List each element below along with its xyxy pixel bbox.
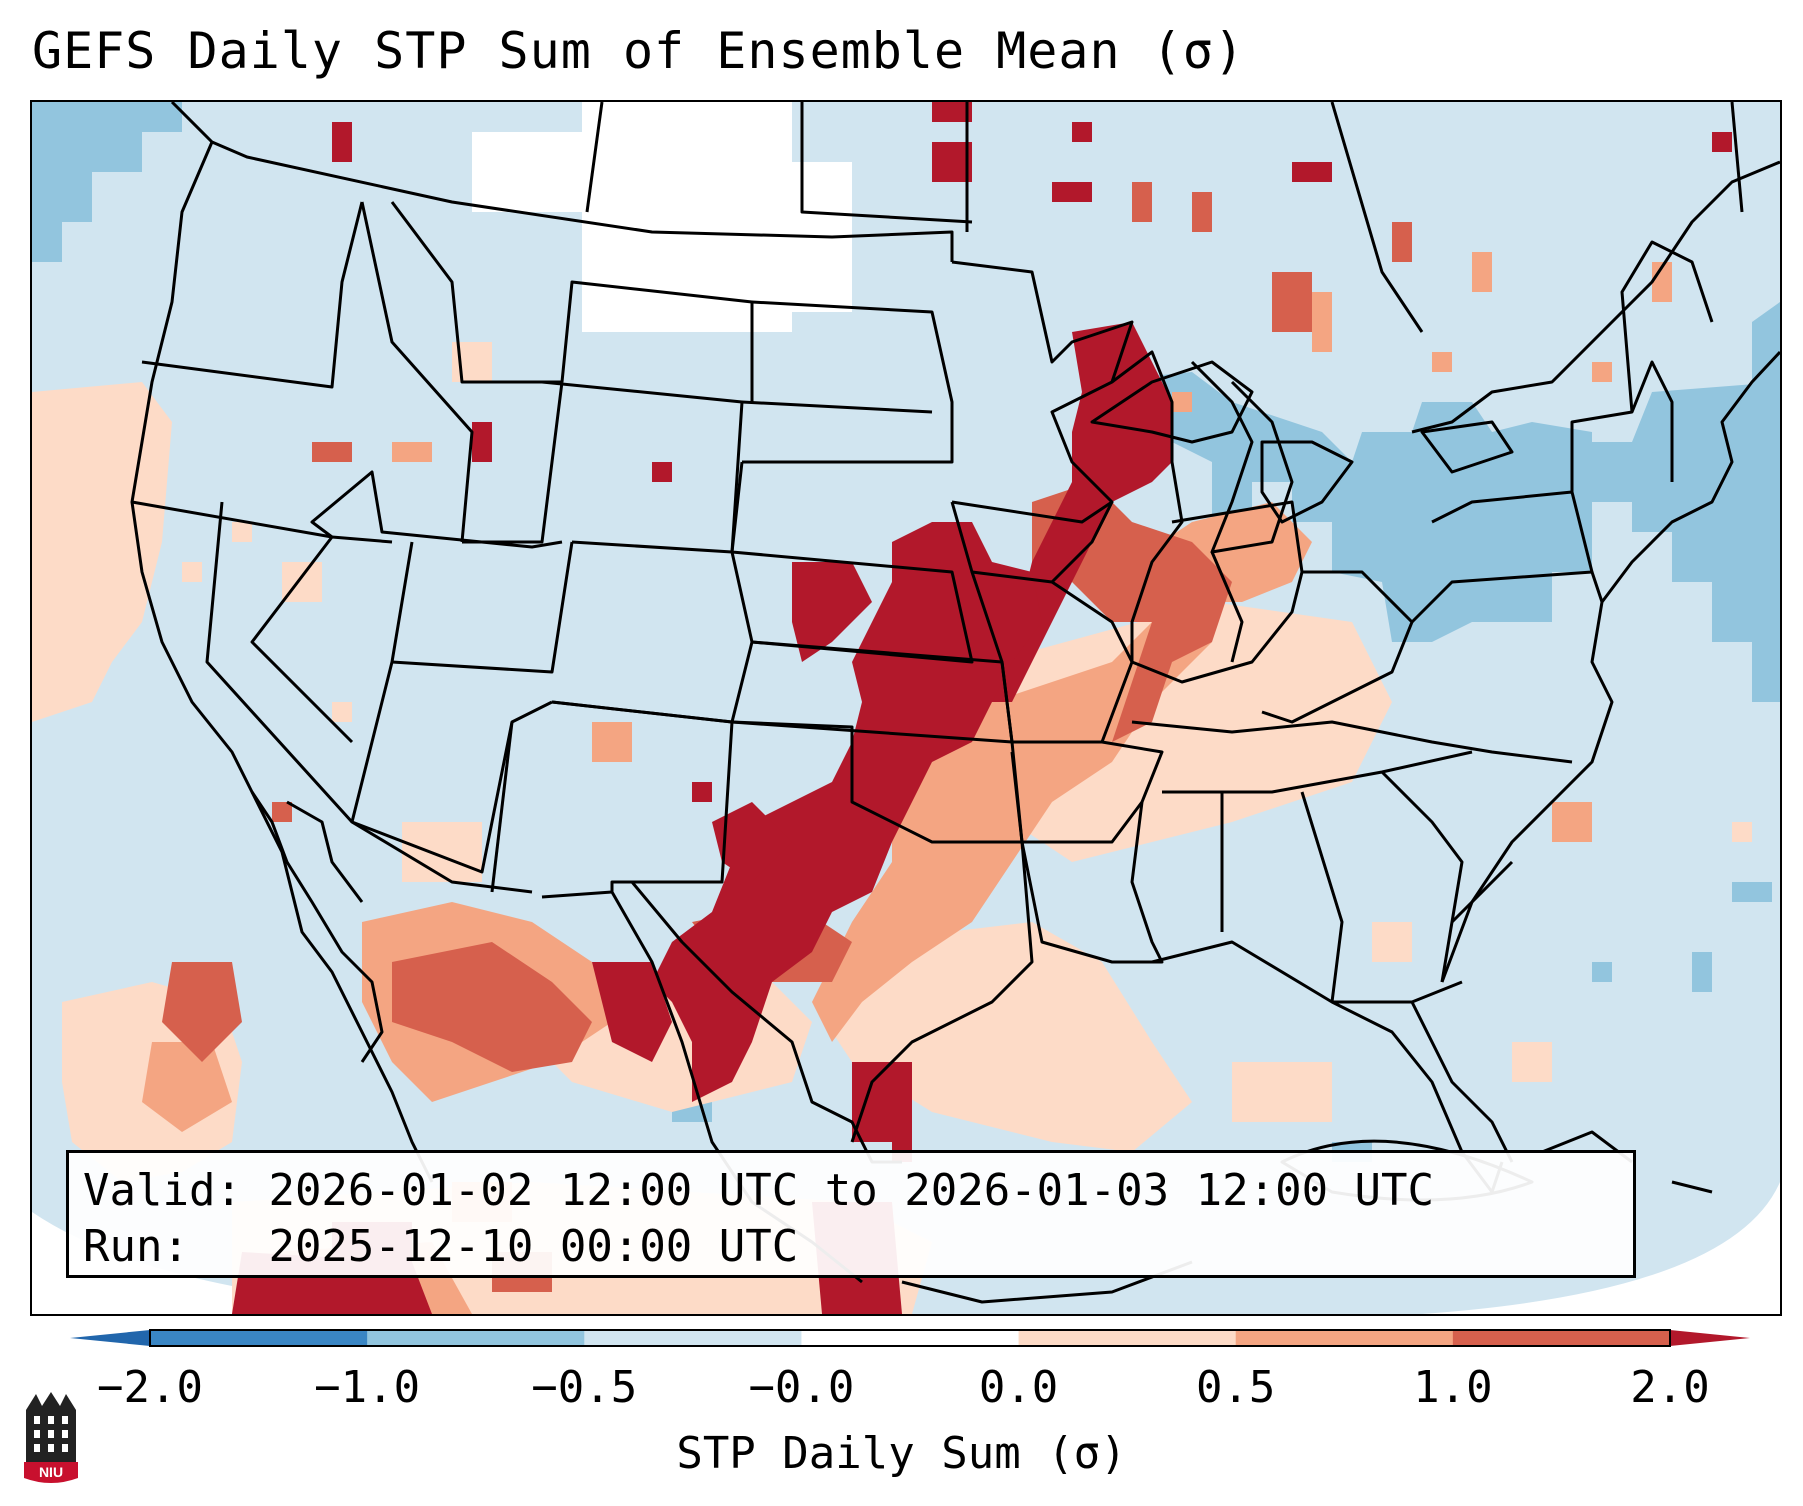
map-panel bbox=[30, 100, 1782, 1316]
run-label: Run: bbox=[83, 1221, 189, 1272]
colorbar-bin bbox=[584, 1330, 802, 1346]
colorbar-tick-label: −0.5 bbox=[531, 1362, 638, 1413]
colorbar-tick-label: −1.0 bbox=[314, 1362, 421, 1413]
colorbar-bin bbox=[1018, 1330, 1237, 1346]
valid-label: Valid: bbox=[83, 1165, 242, 1216]
logo-text: NIU bbox=[39, 1464, 63, 1480]
colorbar-tick-label: 2.0 bbox=[1630, 1362, 1710, 1413]
colorbar-bin bbox=[150, 1330, 368, 1346]
projection-edge-right bbox=[1422, 1182, 1780, 1314]
colorbar-under-arrow bbox=[70, 1330, 150, 1346]
colorbar bbox=[70, 1329, 1750, 1347]
run-value: 2025-12-10 00:00 UTC bbox=[268, 1221, 799, 1272]
colorbar-label: STP Daily Sum (σ) bbox=[676, 1428, 1127, 1479]
colorbar-bin bbox=[1452, 1330, 1671, 1346]
colorbar-bin bbox=[367, 1330, 585, 1346]
colorbar-tick-label: −2.0 bbox=[97, 1362, 203, 1413]
colorbar-tick-label: −0.0 bbox=[748, 1362, 855, 1413]
map-canvas bbox=[32, 102, 1780, 1314]
niu-logo: NIU bbox=[24, 1392, 78, 1483]
projection-edge bbox=[32, 1212, 532, 1314]
colorbar-over-arrow bbox=[1670, 1330, 1750, 1346]
page-title: GEFS Daily STP Sum of Ensemble Mean (σ) bbox=[32, 22, 1245, 80]
valid-time-box: Valid: 2026-01-02 12:00 UTC to 2026-01-0… bbox=[66, 1150, 1636, 1278]
valid-value: 2026-01-02 12:00 UTC to 2026-01-03 12:00… bbox=[268, 1165, 1435, 1216]
colorbar-bin bbox=[801, 1330, 1020, 1346]
colorbar-bin bbox=[1235, 1330, 1454, 1346]
colorbar-tick-label: 0.0 bbox=[978, 1362, 1059, 1413]
colorbar-tick-label: 0.5 bbox=[1195, 1362, 1276, 1413]
colorbar-tick-label: 1.0 bbox=[1413, 1362, 1493, 1413]
